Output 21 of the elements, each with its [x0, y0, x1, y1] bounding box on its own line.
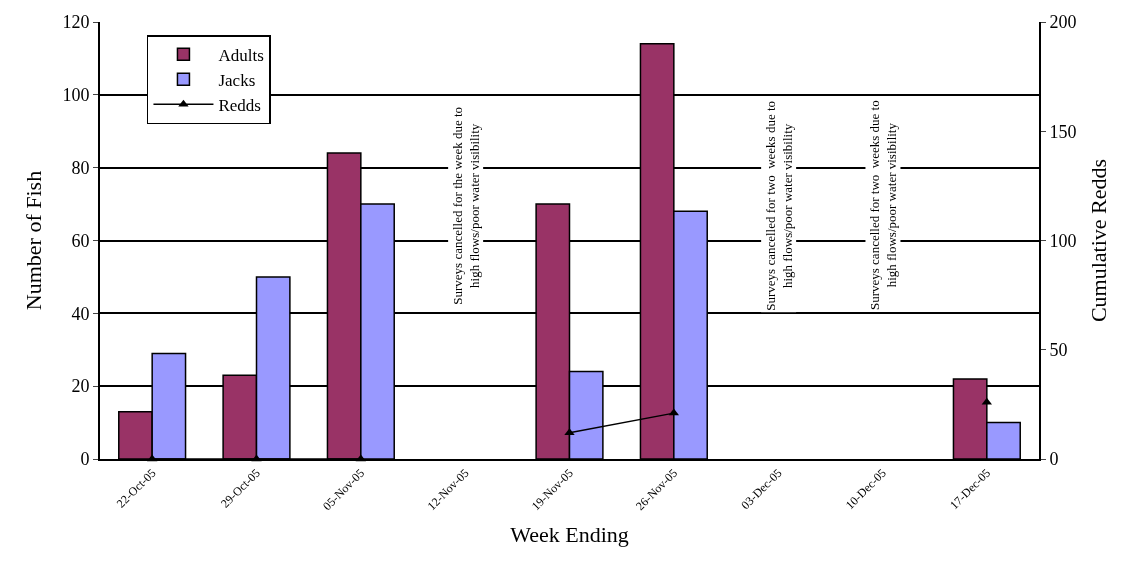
y-tick-label: 80: [71, 157, 90, 178]
legend-label: Adults: [218, 45, 264, 65]
y-axis-title: Number of Fish: [20, 170, 46, 311]
y2-axis-title: Cumulative Redds: [1086, 158, 1111, 323]
y-tick-label: 60: [71, 230, 90, 251]
annotation: Surveys cancelled for the week due to high flows/poor water visibility: [449, 106, 482, 305]
y2-tick-label: 0: [1049, 449, 1059, 470]
y2-tick-label: 50: [1049, 340, 1068, 361]
y-tick-label: 100: [62, 85, 90, 106]
y2-tick-label: 100: [1049, 230, 1077, 251]
annotation: Surveys cancelled for two weeks due to high flows/poor water visibility: [762, 100, 795, 311]
y2-tick-label: 150: [1049, 121, 1077, 142]
annotation: Surveys cancelled for two weeks due to high flows/poor water visibility: [866, 100, 899, 311]
y2-tick-label: 200: [1049, 12, 1077, 33]
y-tick-label: 20: [71, 376, 90, 397]
legend-label: Redds: [218, 95, 261, 115]
y-tick-label: 0: [80, 449, 90, 470]
x-axis-title: Week Ending: [510, 522, 629, 548]
legend-label: Jacks: [218, 70, 256, 90]
y-tick-label: 40: [71, 303, 90, 324]
y-tick-label: 120: [62, 12, 90, 33]
